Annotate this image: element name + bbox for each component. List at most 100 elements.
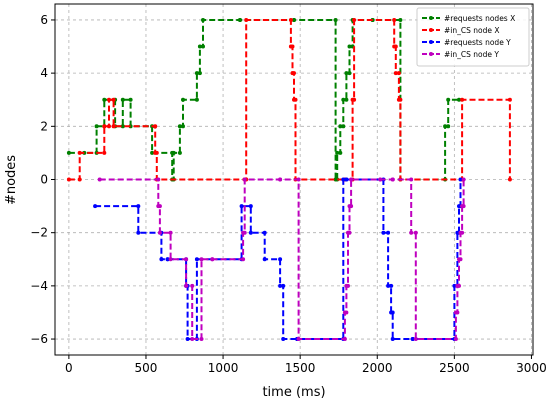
series-point: [378, 177, 383, 182]
series-point: [507, 97, 512, 102]
series-point: [347, 71, 352, 76]
series-point: [201, 18, 205, 22]
series-point: [457, 283, 461, 288]
x-tick-label: 500: [135, 361, 158, 375]
series-point: [349, 177, 354, 182]
series-point: [154, 150, 159, 155]
x-tick-label: 1000: [208, 361, 239, 375]
series-point: [346, 283, 350, 288]
series-point: [413, 337, 418, 341]
axes: 0 500 1000 1500 2000 2500 3000 −6 −4 −2 0 2 4 6: [30, 13, 546, 375]
legend-marker: [429, 52, 433, 56]
series-point: [446, 124, 451, 129]
series-point: [342, 337, 347, 341]
x-tick-label: 1500: [285, 361, 316, 375]
y-axis-label: #nodes: [4, 155, 19, 205]
series-point: [390, 337, 395, 341]
y-tick-label: 4: [40, 66, 48, 80]
series-point: [507, 177, 512, 182]
series-point: [238, 18, 242, 22]
series-point: [409, 230, 414, 235]
series-point: [190, 337, 195, 341]
series-point: [165, 257, 170, 262]
series-point: [386, 230, 391, 235]
series-point: [136, 204, 141, 209]
series-point: [239, 204, 244, 209]
series-point: [413, 230, 418, 235]
series-point: [460, 230, 465, 235]
series-point: [159, 257, 164, 262]
series-point: [452, 283, 457, 288]
y-tick-label: 6: [40, 13, 48, 27]
series-point: [458, 177, 463, 182]
series-point: [341, 177, 346, 182]
series-point: [93, 204, 98, 209]
series-point: [281, 283, 286, 288]
series-point: [347, 44, 352, 49]
legend-marker: [429, 28, 433, 32]
series-point: [150, 150, 155, 155]
series-point: [111, 124, 116, 129]
series-point: [171, 150, 176, 155]
series-point: [392, 18, 397, 22]
series-point: [344, 71, 349, 76]
series-point: [278, 257, 283, 262]
series-point: [389, 283, 394, 288]
series-point: [290, 44, 295, 49]
series-point: [341, 97, 346, 102]
x-tick-label: 2500: [439, 361, 470, 375]
series-point: [190, 283, 195, 288]
legend-label: #in_CS node X: [444, 26, 500, 35]
series-point: [288, 18, 293, 22]
series-point: [107, 97, 111, 102]
series-point: [157, 204, 162, 209]
series-point: [453, 337, 458, 341]
y-tick-label: 2: [40, 119, 48, 133]
series-point: [157, 230, 162, 235]
series-point: [120, 97, 125, 102]
series-point: [278, 177, 283, 182]
series-point: [393, 44, 398, 49]
x-tick-label: 0: [65, 361, 73, 375]
series-point: [107, 124, 111, 129]
series-point: [398, 97, 403, 102]
series-point: [177, 150, 182, 155]
series-point: [97, 177, 102, 182]
series-point: [77, 177, 82, 182]
series-point: [292, 71, 296, 76]
legend-label: #in_CS node Y: [444, 50, 499, 59]
series-point: [457, 97, 461, 102]
series-point: [168, 230, 173, 235]
legend-box: [416, 7, 530, 67]
legend-item: #in_CS node X: [422, 26, 500, 35]
legend-item: #requests node Y: [422, 38, 511, 47]
series-point: [281, 337, 286, 341]
series-point: [344, 97, 349, 102]
series-point: [398, 18, 403, 22]
series-point: [338, 124, 343, 129]
x-tick-label: 3000: [516, 361, 547, 375]
series-point: [396, 71, 401, 76]
series-point: [244, 18, 249, 22]
series-point: [184, 283, 189, 288]
series-point: [102, 124, 107, 129]
legend-item: #in_CS node Y: [422, 50, 499, 59]
series-3: [97, 177, 466, 341]
legend-label: #requests node Y: [444, 38, 511, 47]
series-point: [344, 310, 349, 315]
series-point: [393, 71, 398, 76]
series-point: [248, 204, 253, 209]
series-point: [242, 177, 247, 182]
series-point: [185, 337, 190, 341]
series-point: [349, 204, 354, 209]
series-point: [262, 230, 267, 235]
series-point: [111, 97, 116, 102]
series-point: [381, 230, 386, 235]
x-tick-label: 2000: [362, 361, 393, 375]
series-point: [461, 177, 466, 182]
series-point: [347, 230, 352, 235]
series-point: [77, 150, 82, 155]
series-point: [455, 310, 460, 315]
